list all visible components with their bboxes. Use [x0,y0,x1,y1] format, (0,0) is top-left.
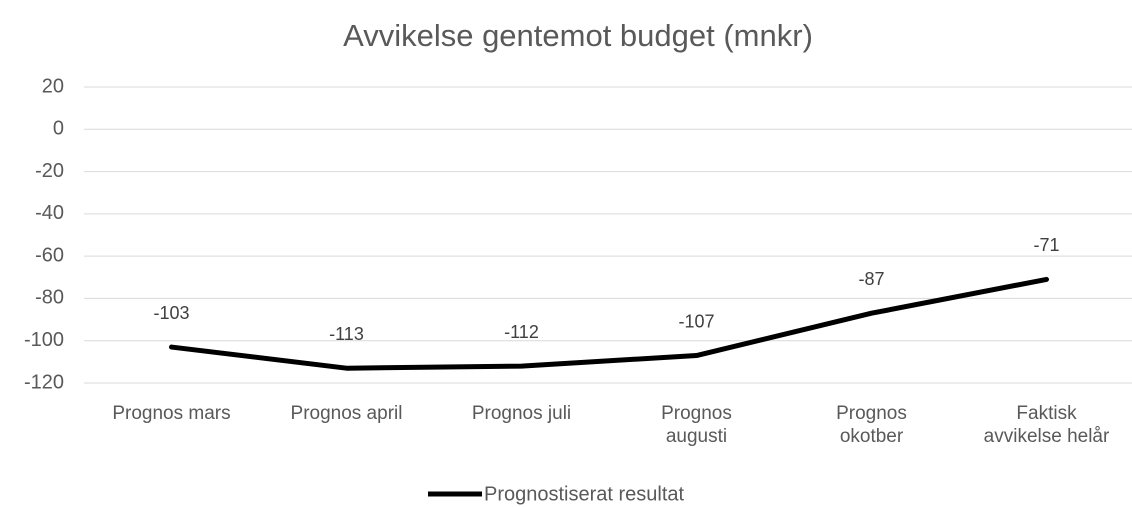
x-tick-label: Faktisk avvikelse helår [983,403,1110,447]
y-tick-label: -40 [35,202,64,224]
data-label: -112 [504,322,539,342]
y-tick-label: 0 [53,118,64,140]
data-label: -71 [1033,235,1059,255]
legend-label: Prognostiserat resultat [484,483,685,505]
x-tick-label: Prognos mars [112,403,231,424]
y-tick-label: 20 [42,75,64,97]
x-tick-label: Prognos april [290,403,403,424]
data-label: -87 [858,269,884,289]
data-label: -113 [329,324,364,344]
data-label: -103 [153,303,189,323]
y-tick-label: -80 [35,287,64,309]
y-tick-label: -60 [35,244,64,266]
x-tick-label: Prognos juli [471,403,572,424]
x-tick-label: Prognos augusti [661,403,732,447]
y-tick-label: -120 [24,371,64,393]
chart-title: Avvikelse gentemot budget (mnkr) [343,18,813,53]
y-tick-label: -100 [24,329,64,351]
x-tick-label: Prognos okotber [836,403,907,447]
line [169,276,1049,371]
data-label: -107 [678,311,714,331]
y-tick-label: -20 [35,160,64,182]
